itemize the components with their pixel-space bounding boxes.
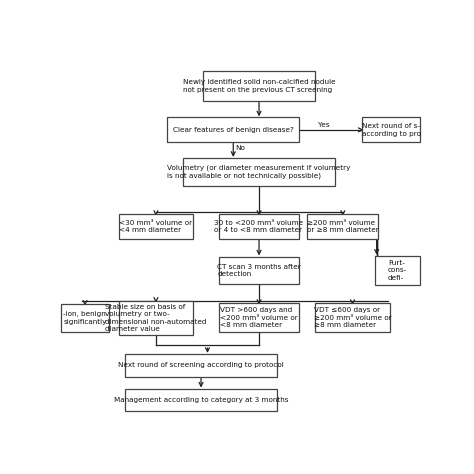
Text: <30 mm³ volume or
<4 mm diameter: <30 mm³ volume or <4 mm diameter — [119, 220, 192, 233]
FancyBboxPatch shape — [61, 304, 109, 331]
FancyBboxPatch shape — [307, 214, 378, 239]
FancyBboxPatch shape — [119, 214, 193, 239]
FancyBboxPatch shape — [315, 303, 390, 332]
Text: -ion, benign
significantly: -ion, benign significantly — [64, 311, 107, 325]
Text: Management according to category at 3 months: Management according to category at 3 mo… — [114, 397, 288, 403]
FancyBboxPatch shape — [119, 301, 193, 335]
FancyBboxPatch shape — [219, 214, 299, 239]
FancyBboxPatch shape — [203, 71, 315, 101]
Text: No: No — [236, 145, 246, 151]
Text: Volumetry (or diameter measurement if volumetry
is not available or not technica: Volumetry (or diameter measurement if vo… — [167, 164, 351, 179]
Text: Furt-
cons-
defi-: Furt- cons- defi- — [388, 260, 407, 281]
Text: VDT >600 days and
<200 mm³ volume or
<8 mm diameter: VDT >600 days and <200 mm³ volume or <8 … — [220, 307, 298, 328]
Text: Next round of s-
according to pro: Next round of s- according to pro — [362, 123, 420, 137]
FancyBboxPatch shape — [183, 158, 335, 185]
FancyBboxPatch shape — [362, 118, 420, 142]
Text: Next round of screening according to protocol: Next round of screening according to pro… — [118, 362, 284, 368]
Text: 30 to <200 mm³ volume
or 4 to <8 mm diameter: 30 to <200 mm³ volume or 4 to <8 mm diam… — [214, 220, 304, 233]
Text: Newly identified solid non-calcified nodule
not present on the previous CT scree: Newly identified solid non-calcified nod… — [182, 79, 335, 93]
Text: Yes: Yes — [318, 122, 329, 128]
Text: ≥200 mm³ volume
or ≥8 mm diameter: ≥200 mm³ volume or ≥8 mm diameter — [307, 220, 379, 233]
FancyBboxPatch shape — [125, 389, 277, 411]
Text: Clear features of benign disease?: Clear features of benign disease? — [173, 127, 294, 133]
Text: VDT ≤600 days or
≥200 mm³ volume or
≥8 mm diameter: VDT ≤600 days or ≥200 mm³ volume or ≥8 m… — [314, 307, 392, 328]
FancyBboxPatch shape — [167, 118, 299, 142]
FancyBboxPatch shape — [219, 257, 299, 284]
FancyBboxPatch shape — [125, 354, 277, 377]
FancyBboxPatch shape — [219, 303, 299, 332]
Text: CT scan 3 months after
detection: CT scan 3 months after detection — [217, 264, 301, 277]
FancyBboxPatch shape — [375, 256, 420, 285]
Text: Stable size on basis of
volumetry or two-
dimensional non-automated
diameter val: Stable size on basis of volumetry or two… — [105, 303, 207, 332]
